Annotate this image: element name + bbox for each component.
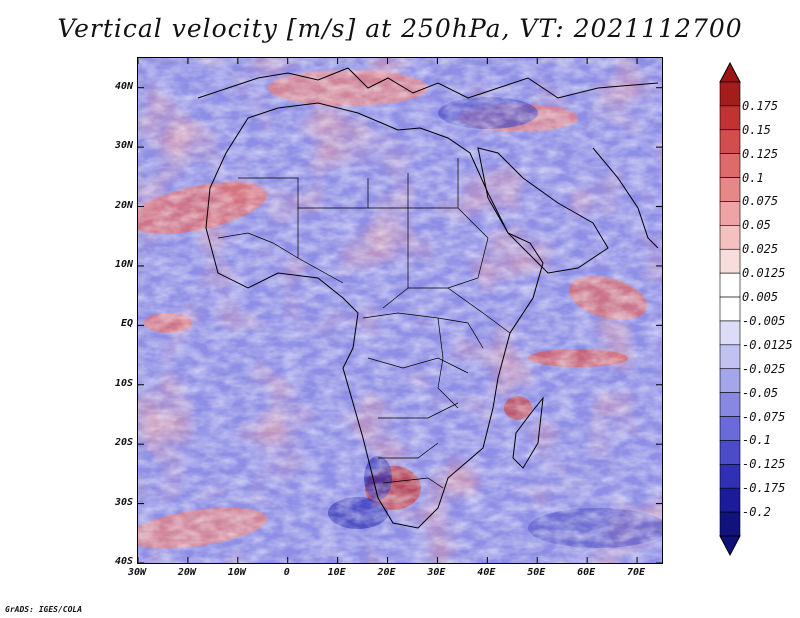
colorbar-label: -0.1: [742, 433, 771, 448]
colorbar-label: -0.005: [742, 313, 786, 328]
colorbar-box: [719, 248, 741, 274]
colorbar-box: [719, 368, 741, 393]
field-noise-texture: [138, 58, 662, 563]
europe-coastline: [197, 67, 659, 99]
country-borders: [217, 158, 511, 489]
colorbar-box: [719, 464, 741, 489]
colorbar-box: [719, 177, 741, 202]
lon-label: 60E: [577, 567, 596, 578]
colorbar-box: [719, 153, 741, 178]
velocity-field-plot: [138, 58, 662, 563]
colorbar-label: -0.025: [742, 361, 786, 376]
lon-label: 0: [283, 567, 290, 578]
colorbar-box: [719, 296, 741, 322]
lat-label: 40S: [114, 556, 133, 567]
colorbar-box: [719, 81, 741, 107]
colorbar-box: [719, 129, 741, 154]
colorbar-box: [719, 344, 741, 370]
colorbar-label: -0.0125: [742, 337, 793, 352]
colorbar-label: 0.005: [742, 290, 779, 305]
lon-label: 50E: [527, 567, 546, 578]
colorbar: [719, 62, 741, 556]
colorbar-box: [719, 392, 741, 417]
axis-ticks: [138, 58, 662, 563]
map-title: Vertical velocity [m/s] at 250hPa, VT: 2…: [57, 14, 743, 43]
lat-label: 30S: [114, 496, 133, 508]
colorbar-label: 0.05: [742, 218, 771, 233]
lat-label: 20N: [114, 199, 133, 211]
velocity-map: [137, 57, 663, 564]
colorbar-label: -0.2: [742, 505, 771, 520]
lat-label: 10N: [114, 258, 133, 270]
colorbar-box: [719, 440, 741, 465]
colorbar-box: [719, 320, 741, 346]
colorbar-box: [719, 416, 741, 441]
lat-label: EQ: [120, 318, 133, 330]
africa-coastline: [205, 102, 544, 529]
colorbar-overflow-high: [719, 62, 741, 83]
colorbar-box: [719, 225, 741, 250]
colorbar-label: 0.15: [742, 122, 771, 137]
lat-label: 30N: [114, 140, 133, 152]
colorbar-label: -0.075: [742, 409, 786, 424]
colorbar-box: [719, 487, 741, 513]
colorbar-label: 0.1: [742, 170, 764, 185]
colorbar-label: -0.175: [742, 481, 786, 496]
lon-label: 10W: [227, 567, 246, 578]
lat-label: 20S: [114, 437, 133, 449]
colorbar-box: [719, 272, 741, 298]
asia-coastline: [592, 147, 659, 249]
lon-label: 10E: [327, 567, 346, 578]
lon-label: 30E: [427, 567, 446, 578]
colorbar-box: [719, 105, 741, 131]
arabia-coastline: [477, 147, 609, 274]
lon-label: 30W: [127, 567, 147, 578]
lat-label: 40N: [114, 80, 133, 92]
colorbar-label: 0.025: [742, 242, 779, 257]
lon-label: 20E: [377, 567, 396, 578]
colorbar-label: 0.075: [742, 194, 779, 209]
colorbar-label: -0.05: [742, 385, 779, 400]
colorbar-overflow-low: [719, 535, 741, 556]
lon-label: 40E: [477, 567, 496, 578]
lon-label: 70E: [627, 567, 646, 578]
colorbar-label: 0.125: [742, 146, 779, 161]
lon-label: 20W: [177, 567, 196, 578]
colorbar-label: -0.125: [742, 457, 786, 472]
colorbar-box: [719, 511, 741, 537]
colorbar-label: 0.0125: [742, 266, 786, 281]
colorbar-label: 0.175: [742, 98, 779, 113]
colorbar-box: [719, 201, 741, 226]
lat-label: 10S: [114, 377, 133, 389]
madagascar-coastline: [512, 396, 544, 469]
grads-credit: GrADS: IGES/COLA: [5, 605, 83, 614]
coastlines: [197, 67, 659, 529]
